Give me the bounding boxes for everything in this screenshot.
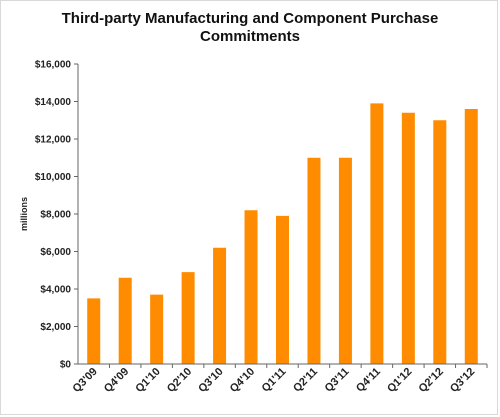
bar [213, 247, 227, 364]
x-tick-label: Q4'09 [102, 366, 131, 395]
y-tick-label: $4,000 [40, 285, 71, 296]
y-tick-label: $12,000 [35, 135, 72, 146]
y-axis-label: millions [19, 197, 29, 231]
bar [150, 294, 164, 364]
y-tick-label: $16,000 [35, 60, 72, 71]
bar [118, 277, 132, 364]
x-tick-label: Q2'11 [291, 366, 320, 395]
bar [87, 298, 101, 364]
y-axis-ticks: $0 $2,000 $4,000 $6,000 $8,000 $10,000 $12,000… [35, 60, 78, 371]
x-tick-label: Q3'12 [448, 366, 477, 395]
x-tick-label: Q4'11 [354, 366, 383, 395]
bar [370, 103, 384, 364]
bar [464, 109, 478, 364]
x-tick-label: Q3'09 [70, 366, 99, 395]
y-tick-label: $14,000 [35, 97, 72, 108]
y-tick-label: $0 [60, 360, 72, 371]
bar [244, 210, 258, 364]
chart-title-line-1: Third-party Manufacturing and Component … [61, 10, 439, 27]
x-tick-label: Q2'12 [417, 366, 446, 395]
x-tick-label: Q3'10 [196, 366, 225, 395]
y-tick-label: $10,000 [35, 172, 72, 183]
x-axis-ticks: Q3'09 Q4'09 Q1'10 Q2'10 Q3'10 Q4'10 Q1'11 Q2'11… [70, 364, 488, 395]
chart-title-line-2: Commitments [199, 28, 300, 45]
y-tick-label: $2,000 [40, 322, 71, 333]
bar [338, 157, 352, 364]
bar [433, 120, 447, 364]
y-tick-label: $6,000 [40, 247, 71, 258]
x-tick-label: Q2'10 [165, 366, 194, 395]
bar [181, 272, 195, 364]
x-tick-label: Q3'11 [323, 366, 352, 395]
chart-title: Third-party Manufacturing and Component … [0, 10, 500, 46]
x-tick-label: Q1'12 [385, 366, 414, 395]
bars [87, 103, 478, 364]
bar [401, 112, 415, 364]
y-tick-label: $8,000 [40, 210, 71, 221]
bar [307, 157, 321, 364]
bar [276, 215, 289, 364]
x-tick-label: Q1'10 [133, 366, 162, 395]
x-tick-label: Q4'10 [228, 366, 257, 395]
x-tick-label: Q1'11 [260, 366, 289, 395]
